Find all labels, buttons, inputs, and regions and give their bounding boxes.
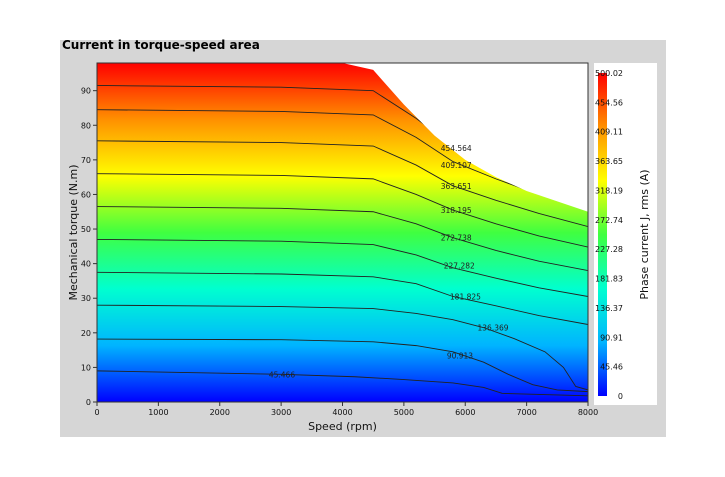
- y-tick-label: 60: [81, 190, 91, 199]
- colorbar-tick-label: 90.91: [600, 333, 623, 342]
- y-tick-label: 80: [81, 121, 91, 130]
- colorbar-tick-label: 181.83: [595, 275, 623, 284]
- contour-label: 136.369: [478, 324, 509, 333]
- contour-label: 363.651: [441, 182, 472, 191]
- colorbar-tick-label: 45.46: [600, 363, 623, 372]
- contour-label: 272.738: [441, 234, 472, 243]
- y-tick-label: 0: [86, 398, 91, 407]
- colorbar-tick-label: 318.19: [595, 186, 623, 195]
- colorbar-tick-label: 136.37: [595, 304, 623, 313]
- contour-label: 454.564: [441, 144, 472, 153]
- y-tick-label: 70: [81, 156, 91, 165]
- x-tick-label: 5000: [394, 408, 414, 417]
- x-tick-label: 8000: [578, 408, 598, 417]
- contour-label: 227.282: [444, 261, 475, 270]
- panel-title: Current in torque-speed area: [62, 38, 260, 52]
- colorbar-tick-label: 227.28: [595, 245, 623, 254]
- x-tick-label: 0: [94, 408, 99, 417]
- contour-line: [97, 271, 588, 325]
- colorbar-label: Phase current J, rms (A): [638, 169, 651, 299]
- y-tick-label: 50: [81, 225, 91, 234]
- x-tick-label: 6000: [455, 408, 475, 417]
- contour-label: 409.107: [441, 161, 472, 170]
- x-tick-label: 4000: [332, 408, 352, 417]
- y-axis-label: Mechanical torque (N.m): [67, 164, 80, 300]
- colorbar-tick-label: 500.02: [595, 69, 623, 78]
- y-tick-label: 20: [81, 329, 91, 338]
- colorbar-tick-label: 272.74: [595, 216, 623, 225]
- contour-line: [97, 370, 588, 397]
- x-tick-label: 1000: [148, 408, 168, 417]
- contour-line: [97, 338, 588, 393]
- colorbar-tick-label: 0: [618, 392, 623, 401]
- x-tick-label: 3000: [271, 408, 291, 417]
- colorbar-tick-label: 454.56: [595, 98, 623, 107]
- colorbar-tick-label: 363.65: [595, 157, 623, 166]
- contour-label: 45.466: [269, 370, 295, 379]
- contour-line: [97, 173, 588, 248]
- colorbar-tick-label: 409.11: [595, 128, 623, 137]
- colorbar: [598, 73, 607, 396]
- x-tick-label: 2000: [210, 408, 230, 417]
- contour-label: 90.913: [447, 351, 473, 360]
- contour-line: [97, 304, 588, 391]
- contour-label: 181.825: [450, 292, 481, 301]
- y-tick-label: 40: [81, 260, 91, 269]
- contour-line: [97, 140, 588, 228]
- x-axis-label: Speed (rpm): [308, 420, 377, 433]
- contour-line: [97, 206, 588, 271]
- y-tick-label: 90: [81, 87, 91, 96]
- x-tick-label: 7000: [516, 408, 536, 417]
- contour-label: 318.195: [441, 206, 472, 215]
- y-tick-label: 10: [81, 363, 91, 372]
- contour-line: [97, 238, 588, 297]
- y-tick-label: 30: [81, 294, 91, 303]
